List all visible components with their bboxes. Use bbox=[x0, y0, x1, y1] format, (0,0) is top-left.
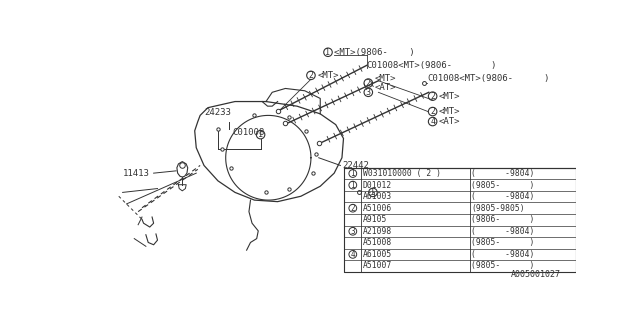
Bar bbox=[344, 168, 576, 272]
Text: <MT>: <MT> bbox=[439, 107, 460, 116]
Text: C01008<MT>(9806-: C01008<MT>(9806- bbox=[367, 61, 452, 70]
Text: 2: 2 bbox=[366, 78, 371, 88]
Text: (9806-      ): (9806- ) bbox=[472, 215, 535, 224]
Text: (      -9804): ( -9804) bbox=[472, 250, 535, 259]
Text: A61005: A61005 bbox=[363, 250, 392, 259]
Text: A51006: A51006 bbox=[363, 204, 392, 213]
Text: C01008: C01008 bbox=[232, 128, 264, 137]
Text: (9805-      ): (9805- ) bbox=[472, 238, 535, 247]
Text: W031010000 ( 2 ): W031010000 ( 2 ) bbox=[363, 169, 441, 178]
Text: (9805-      ): (9805- ) bbox=[472, 261, 535, 270]
Text: ): ) bbox=[543, 74, 549, 83]
Text: 3: 3 bbox=[351, 227, 355, 236]
Text: 2: 2 bbox=[430, 92, 435, 101]
Text: ): ) bbox=[491, 61, 496, 70]
Text: 2: 2 bbox=[308, 71, 314, 80]
Text: A005001027: A005001027 bbox=[511, 270, 561, 279]
Text: <MT>: <MT> bbox=[374, 74, 396, 83]
Text: 4: 4 bbox=[430, 117, 435, 126]
Text: A51007: A51007 bbox=[363, 261, 392, 270]
Text: 2: 2 bbox=[430, 107, 435, 116]
Text: <AT>: <AT> bbox=[439, 117, 460, 126]
Text: A51008: A51008 bbox=[363, 238, 392, 247]
Text: 1: 1 bbox=[258, 130, 263, 139]
Text: (9805-      ): (9805- ) bbox=[472, 180, 535, 189]
Text: 2: 2 bbox=[351, 204, 355, 213]
Text: 4: 4 bbox=[351, 250, 355, 259]
Text: (9805-9805): (9805-9805) bbox=[472, 204, 525, 213]
Text: 11413: 11413 bbox=[123, 169, 150, 178]
Text: 1: 1 bbox=[371, 188, 376, 197]
Text: <MT>(9806-    ): <MT>(9806- ) bbox=[334, 48, 415, 57]
Text: C01008<MT>(9806-: C01008<MT>(9806- bbox=[428, 74, 513, 83]
Text: 1: 1 bbox=[351, 169, 355, 178]
Text: A21098: A21098 bbox=[363, 227, 392, 236]
Text: (      -9804): ( -9804) bbox=[472, 169, 535, 178]
Text: 1: 1 bbox=[351, 180, 355, 189]
Text: 1: 1 bbox=[326, 48, 330, 57]
Text: 22442: 22442 bbox=[342, 161, 369, 170]
Text: A9105: A9105 bbox=[363, 215, 387, 224]
Text: 3: 3 bbox=[366, 88, 371, 97]
Text: 24233: 24233 bbox=[205, 108, 232, 117]
Text: D01012: D01012 bbox=[363, 180, 392, 189]
Text: C01008: C01008 bbox=[390, 188, 422, 197]
Text: (      -9804): ( -9804) bbox=[472, 192, 535, 201]
Text: A61003: A61003 bbox=[363, 192, 392, 201]
Text: <AT>: <AT> bbox=[374, 83, 396, 92]
Text: <MT>: <MT> bbox=[317, 71, 339, 80]
Text: (      -9804): ( -9804) bbox=[472, 227, 535, 236]
Text: <MT>: <MT> bbox=[439, 92, 460, 101]
